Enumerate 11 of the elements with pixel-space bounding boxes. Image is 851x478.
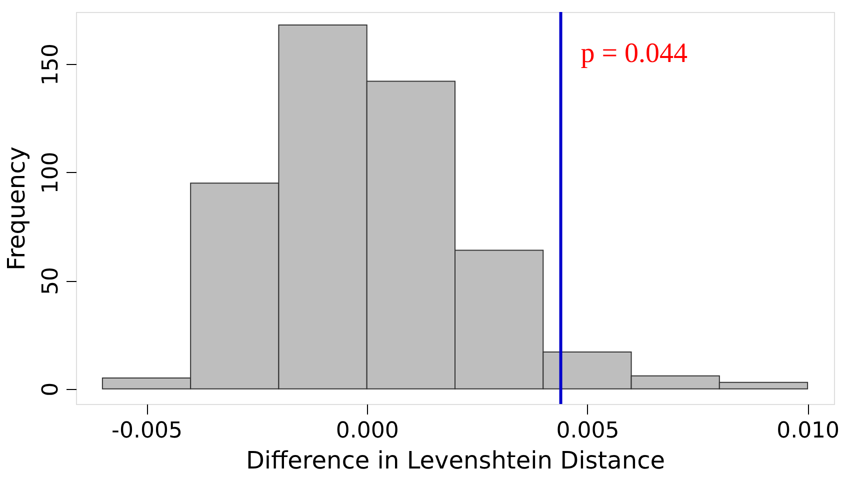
y-axis-title: Frequency — [2, 146, 30, 270]
x-tick-label: -0.005 — [112, 418, 182, 444]
y-tick-label: 150 — [38, 43, 64, 86]
annotation: p = 0.044 — [580, 38, 688, 69]
x-tick-label: 0.010 — [776, 418, 840, 444]
x-tick-label: 0.000 — [336, 418, 399, 444]
y-tick-label: 50 — [38, 267, 64, 296]
y-tick-label: 0 — [38, 382, 64, 396]
y-tick-label: 100 — [38, 152, 64, 194]
x-tick-label: 0.005 — [556, 418, 620, 444]
x-axis-title: Difference in Levenshtein Distance — [246, 446, 666, 474]
